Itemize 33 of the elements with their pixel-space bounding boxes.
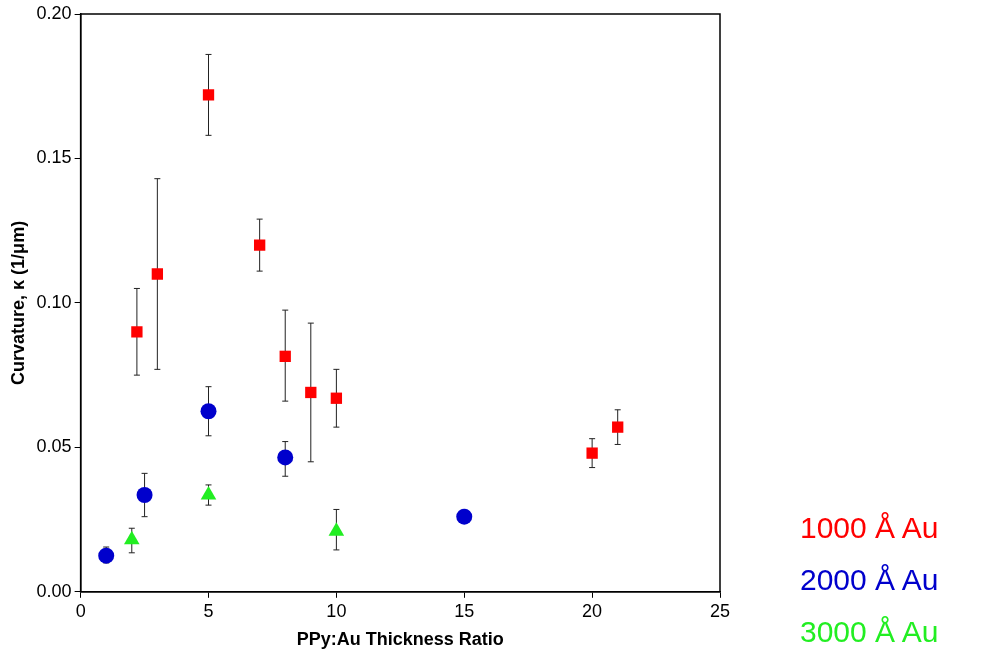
- y-tick-label: 0.00: [36, 580, 72, 601]
- point: [202, 89, 215, 101]
- y-axis-title: Curvature, κ (1/μm): [7, 220, 28, 385]
- point: [131, 326, 143, 338]
- x-axis-title: PPy:Au Thickness Ratio: [296, 629, 504, 650]
- point: [328, 522, 345, 536]
- point: [456, 508, 473, 525]
- point: [200, 403, 217, 420]
- text: 1000 Å Au: [800, 511, 939, 545]
- point: [279, 350, 291, 362]
- x-tick-label: 20: [582, 600, 603, 621]
- x-tick-label: 15: [454, 600, 475, 621]
- x-tick-label: 25: [709, 600, 731, 621]
- point: [123, 530, 140, 545]
- point: [612, 421, 624, 433]
- point: [305, 386, 317, 399]
- point: [151, 268, 164, 280]
- text: 2000 Å Au: [800, 563, 939, 597]
- point: [254, 239, 266, 251]
- y-tick-label: 0.20: [36, 2, 72, 23]
- y-tick-label: 0.10: [36, 291, 72, 312]
- point: [330, 392, 343, 404]
- x-tick-label: 10: [326, 600, 347, 621]
- x-tick-label: 5: [203, 600, 214, 621]
- point: [136, 487, 153, 504]
- point: [98, 547, 115, 564]
- y-tick-label: 0.05: [36, 436, 72, 457]
- point: [277, 449, 294, 466]
- y-tick-label: 0.15: [36, 147, 72, 168]
- x-tick-label: 0: [75, 600, 86, 621]
- text: 3000 Å Au: [800, 615, 939, 649]
- point: [200, 486, 217, 500]
- point: [586, 447, 598, 459]
